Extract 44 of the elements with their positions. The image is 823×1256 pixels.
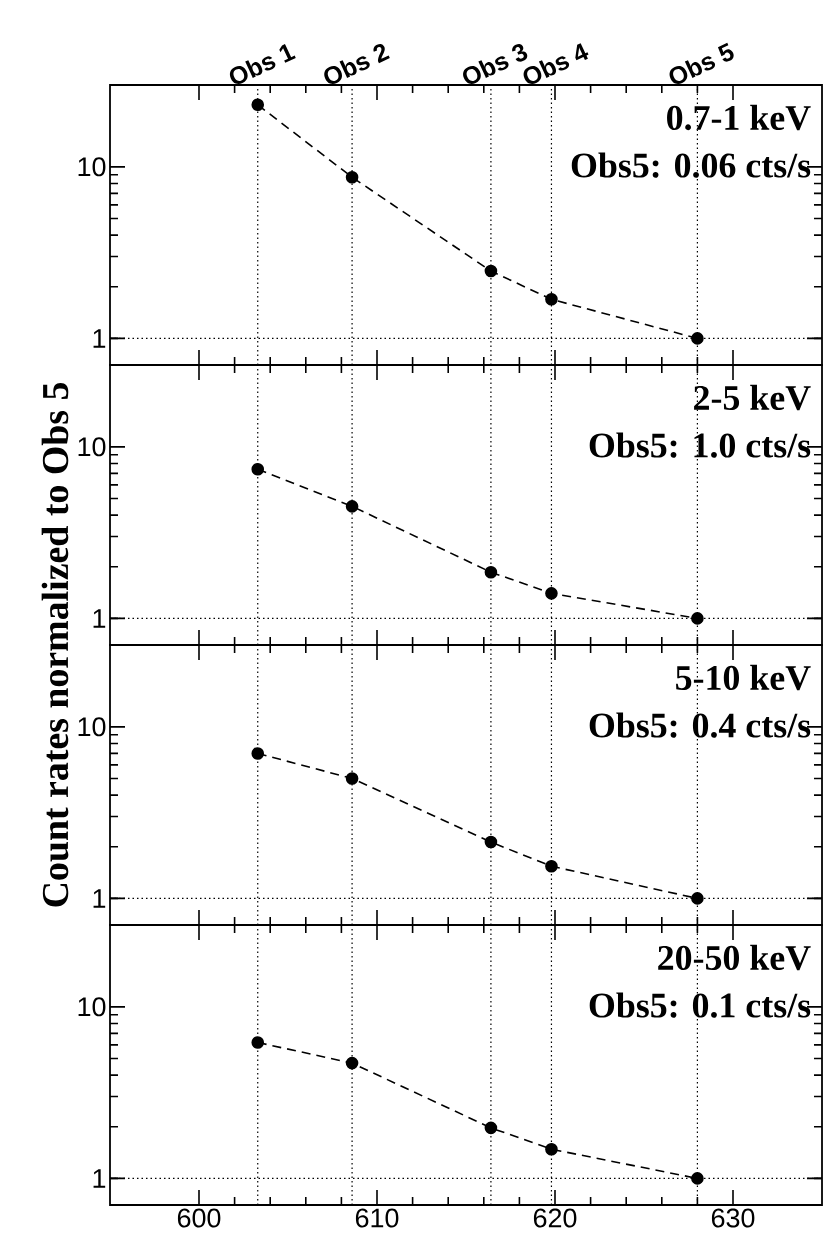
point: [484, 565, 498, 579]
point: [484, 1121, 498, 1135]
annotation: Obs5: 1.0 cts/s: [589, 432, 811, 458]
point: [484, 264, 498, 278]
x-tick-label: 620: [533, 1208, 577, 1228]
annotation: Obs5: 0.06 cts/s: [571, 152, 811, 178]
point: [545, 1142, 558, 1156]
annotation: 5-10 keV: [676, 664, 811, 691]
point: [691, 892, 704, 905]
x-tick-label: 600: [177, 1208, 221, 1228]
point: [345, 170, 359, 184]
point: [545, 587, 558, 600]
point: [345, 772, 359, 785]
point: [691, 1172, 704, 1185]
y-tick-label: 10: [78, 437, 106, 457]
y-tick-label: 10: [78, 157, 106, 177]
point: [691, 332, 704, 345]
annotation: 2-5 keV: [694, 384, 811, 411]
point: [545, 859, 558, 873]
ref-line-label: Obs 5: [669, 42, 734, 85]
annotation: Obs5: 0.1 cts/s: [589, 992, 811, 1018]
point: [345, 500, 359, 513]
y-tick-label: 1: [93, 889, 106, 908]
y-tick-label: 1: [93, 329, 106, 348]
point: [251, 462, 265, 476]
ref-line-label: Obs 1: [229, 44, 296, 85]
point: [251, 98, 265, 112]
point: [251, 1036, 265, 1049]
annotation: 0.7-1 keV: [667, 104, 811, 131]
annotation: 20-50 keV: [658, 944, 811, 971]
point: [545, 293, 558, 306]
ref-line-label: Obs 2: [324, 44, 390, 85]
point: [251, 747, 265, 760]
annotation: Obs5: 0.4 cts/s: [589, 712, 811, 738]
x-tick-label: 610: [355, 1208, 399, 1228]
point: [345, 1056, 359, 1070]
y-tick-label: 1: [93, 1169, 106, 1188]
y-axis-title: Count rates normalized to Obs 5: [41, 382, 69, 907]
y-tick-label: 10: [78, 997, 106, 1017]
point: [484, 835, 498, 849]
x-tick-label: 630: [711, 1208, 755, 1228]
point: [691, 612, 704, 625]
y-tick-label: 1: [93, 609, 106, 628]
y-tick-label: 10: [78, 717, 106, 737]
